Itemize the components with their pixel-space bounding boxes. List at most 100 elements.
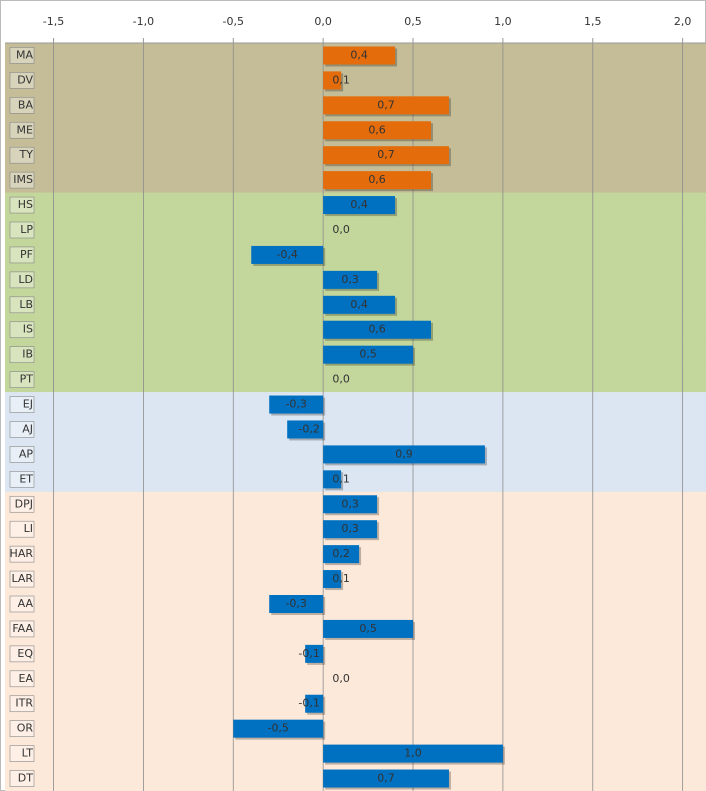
y-tick-label: HS — [18, 198, 33, 211]
y-tick-label: OR — [17, 722, 34, 735]
value-label: 0,1 — [332, 73, 350, 86]
row-band — [5, 666, 706, 692]
value-label: 0,1 — [332, 472, 350, 485]
value-label: 0,4 — [350, 298, 368, 311]
bar — [323, 320, 431, 339]
value-label: 0,6 — [368, 323, 386, 336]
bar — [323, 146, 449, 165]
y-tick-label: LI — [24, 522, 33, 535]
y-tick-label: IB — [22, 348, 33, 361]
category-label-box — [9, 471, 35, 488]
value-label: 0,2 — [332, 547, 350, 560]
bar — [323, 619, 414, 638]
category-label-box — [9, 495, 35, 513]
category-label-box — [9, 570, 35, 588]
bar — [323, 96, 449, 115]
value-label: 0,1 — [332, 572, 350, 585]
row-band — [5, 466, 706, 493]
row-band — [5, 417, 706, 443]
y-tick-label: LB — [19, 298, 33, 311]
value-label: 0,7 — [377, 772, 395, 785]
value-label: 0,0 — [332, 223, 350, 236]
y-tick-label: ET — [19, 472, 33, 485]
y-tick-label: ME — [17, 123, 33, 136]
x-tick-label: 2,0 — [674, 15, 692, 28]
x-tick-label: 0,0 — [314, 15, 332, 28]
value-label: 0,7 — [377, 98, 395, 111]
bar — [323, 769, 449, 788]
x-tick-label: 1,5 — [584, 15, 602, 28]
y-tick-label: AJ — [22, 422, 33, 435]
category-label-box — [9, 72, 35, 89]
x-tick-label: -1,5 — [43, 15, 64, 28]
value-label: -0,1 — [298, 647, 319, 660]
y-tick-label: LP — [20, 223, 33, 236]
bar — [323, 46, 396, 65]
value-label: 0,0 — [332, 373, 350, 386]
row-band — [5, 242, 706, 268]
row-band — [5, 691, 706, 717]
y-tick-label: PF — [20, 248, 33, 261]
category-label-box — [9, 321, 35, 339]
value-label: 1,0 — [404, 747, 422, 760]
row-band — [5, 67, 706, 94]
category-label-box — [9, 620, 35, 638]
value-label: 0,5 — [359, 348, 377, 361]
bar — [251, 245, 324, 264]
value-label: -0,3 — [285, 597, 306, 610]
bar — [323, 295, 396, 314]
y-tick-label: EA — [19, 672, 34, 685]
value-label: 0,3 — [341, 497, 359, 510]
category-label-box — [9, 595, 35, 613]
value-label: -0,1 — [298, 697, 319, 710]
bar — [323, 270, 378, 289]
category-label-box — [9, 421, 35, 438]
y-tick-label: DV — [17, 73, 33, 86]
y-tick-label: DPJ — [15, 497, 33, 510]
y-tick-label: ITR — [15, 697, 33, 710]
y-tick-label: HAR — [10, 547, 34, 560]
y-tick-label: LAR — [11, 572, 33, 585]
y-tick-label: PT — [20, 373, 34, 386]
category-label-box — [9, 221, 35, 239]
row-band — [5, 591, 706, 617]
category-label-box — [9, 196, 35, 214]
bar — [323, 71, 342, 90]
row-band — [5, 566, 706, 593]
y-tick-label: MA — [16, 48, 33, 61]
category-label-box — [9, 645, 35, 663]
category-label-box — [9, 146, 35, 164]
bar — [305, 694, 324, 713]
bar — [269, 595, 324, 613]
bar — [323, 744, 503, 763]
category-label-box — [9, 346, 35, 363]
value-label: 0,7 — [377, 148, 395, 161]
bar — [233, 719, 324, 738]
y-tick-label: DT — [18, 772, 33, 785]
x-tick-label: -1,0 — [133, 15, 154, 28]
bar — [323, 570, 342, 589]
value-label: 0,6 — [368, 173, 386, 186]
category-label-box — [9, 745, 35, 762]
bar — [323, 121, 431, 140]
y-tick-label: BA — [18, 98, 34, 111]
category-label-box — [9, 246, 35, 264]
bar — [305, 644, 324, 663]
value-label: 0,3 — [341, 522, 359, 535]
bar — [323, 171, 431, 190]
value-label: 0,6 — [368, 123, 386, 136]
y-tick-label: FAA — [12, 622, 33, 635]
y-tick-label: IMS — [13, 173, 33, 186]
x-tick-label: 1,0 — [494, 15, 512, 28]
row-band — [5, 367, 706, 393]
value-label: 0,3 — [341, 273, 359, 286]
bar — [287, 420, 324, 439]
y-tick-label: LD — [18, 273, 33, 286]
category-label-box — [9, 545, 35, 563]
category-label-box — [9, 446, 35, 463]
y-tick-label: AA — [18, 597, 34, 610]
row-band — [5, 716, 706, 742]
value-label: 0,9 — [395, 447, 413, 460]
category-label-box — [9, 520, 35, 538]
